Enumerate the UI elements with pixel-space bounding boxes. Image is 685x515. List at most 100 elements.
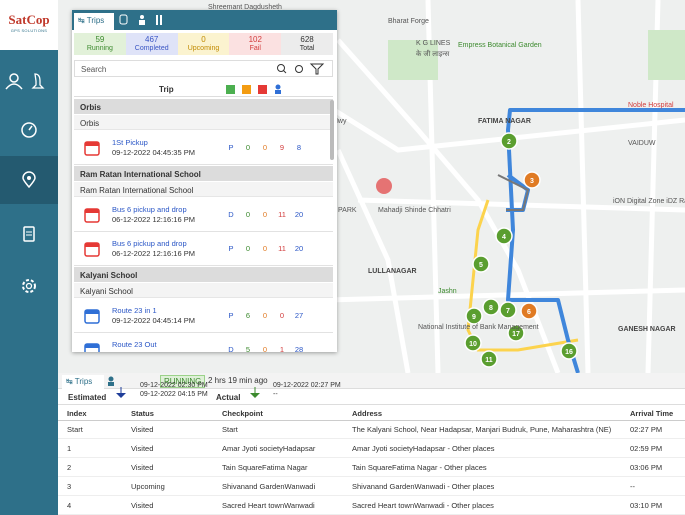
status-badge: RUNNING: [160, 375, 206, 388]
map-label: GANESH NAGAR: [618, 326, 676, 333]
stat-label: Upcoming: [187, 45, 220, 52]
park: [388, 40, 438, 80]
dashboard-icon[interactable]: [0, 106, 58, 154]
table-cell: Visited: [131, 444, 154, 453]
person-tab[interactable]: [106, 376, 116, 386]
stat-value: 628: [300, 35, 314, 44]
trip-row[interactable]: 1St Pickup 09-12-2022 04:45:35 PM P 0 0 9 8: [74, 132, 333, 165]
stat: 628 Total: [281, 33, 333, 55]
map-label: VAIDUW: [628, 140, 656, 147]
map-marker[interactable]: [495, 227, 513, 245]
icon-top: [85, 209, 99, 213]
roads: [316, 0, 685, 373]
tracking-icon[interactable]: [0, 156, 58, 204]
group-subheader: Orbis: [74, 115, 333, 130]
marker-label: 11: [485, 357, 493, 364]
header-rule: [58, 420, 685, 421]
map-label: National Institute of Bank Management: [418, 324, 539, 331]
trip-panel: ↹ Trips 59 Running 467 Completed 0 Upcoming 10…: [72, 10, 337, 352]
trip-time: 09-12-2022 04:45:35 PM: [112, 148, 195, 157]
trip-count: 0: [262, 244, 268, 253]
table-cell: Tain SquareFatima Nagar - Other places: [352, 463, 487, 472]
map-label: के जी लाइन्स: [416, 51, 450, 58]
marker-label: 2: [507, 139, 511, 146]
trip-count: 20: [294, 244, 304, 253]
row-rule: [58, 438, 685, 439]
filter-icons[interactable]: [224, 84, 294, 95]
marker-label: 4: [502, 234, 506, 241]
deviation-path: [497, 174, 530, 211]
stat-value: 0: [201, 35, 206, 44]
marker-label: 16: [565, 349, 573, 356]
stat: 467 Completed: [125, 33, 178, 55]
sidebar: SatCop GPS SOLUTIONS: [0, 0, 58, 515]
table-cell: --: [630, 482, 635, 491]
tab-icons[interactable]: [118, 14, 168, 26]
trips-tab[interactable]: ↹ Trips: [74, 13, 114, 30]
reports-icon[interactable]: [0, 210, 58, 258]
table-header: Address: [352, 409, 383, 418]
map-label: Noble Hospital: [628, 102, 674, 109]
trip-row[interactable]: Bus 6 pickup and drop 06-12-2022 12:16:16…: [74, 199, 333, 232]
estimated-icon: [116, 387, 126, 398]
map-marker[interactable]: [523, 171, 541, 189]
details-tab-label: Trips: [74, 377, 93, 386]
marker-label: 9: [472, 314, 476, 321]
hospital-pin: [376, 178, 392, 194]
details-trips-tab[interactable]: ↹ Trips: [62, 375, 104, 389]
elapsed: 2 hrs 19 min ago: [208, 376, 268, 385]
map-marker[interactable]: [480, 350, 498, 368]
trip-status-icon: [84, 208, 100, 223]
stat-label: Fail: [249, 45, 261, 52]
user-icon[interactable]: [0, 56, 58, 104]
map-marker[interactable]: [465, 307, 483, 325]
search-placeholder: Search: [81, 65, 107, 74]
map-marker[interactable]: [500, 132, 518, 150]
map-marker[interactable]: [499, 301, 517, 319]
scrollbar[interactable]: [330, 100, 334, 160]
trip-count: 8: [296, 143, 302, 152]
table-cell: 1: [67, 444, 72, 453]
trip-count: 11: [278, 210, 286, 219]
trip-name: 1St Pickup: [112, 138, 148, 147]
trip-list: Orbis Orbis 1St Pickup 09-12-2022 04:45:35 …: [72, 99, 337, 352]
table-cell: 02:59 PM: [630, 444, 663, 453]
trip-name: Route 23 Out: [112, 340, 157, 349]
row-rule: [58, 457, 685, 458]
icon-top: [85, 142, 99, 146]
trip-row[interactable]: Route 23 Out09-12-2022 04:45:14 PM D 5 0 1 28: [74, 334, 333, 352]
stat-label: Total: [299, 45, 315, 52]
highway: [466, 199, 579, 352]
map-marker[interactable]: [507, 324, 525, 342]
map-label: LULLANAGAR: [368, 268, 417, 275]
map-marker[interactable]: [472, 255, 490, 273]
trip-row[interactable]: Bus 6 pickup and drop 06-12-2022 12:16:16…: [74, 233, 333, 266]
map-marker[interactable]: [464, 334, 482, 352]
trip-count: 0: [262, 311, 268, 320]
settings-icon[interactable]: [0, 262, 58, 310]
search-tools[interactable]: [275, 63, 331, 75]
logo[interactable]: SatCop GPS SOLUTIONS: [0, 0, 58, 50]
table-cell: Start: [222, 425, 238, 434]
search-box[interactable]: Search: [74, 60, 333, 77]
table-cell: Tain SquareFatima Nagar: [222, 463, 308, 472]
estimated-end: 09-12-2022 04:15 PM: [140, 391, 208, 398]
table-header: Status: [131, 409, 154, 418]
stat: 0 Upcoming: [177, 33, 230, 55]
trip-time: 06-12-2022 12:16:16 PM: [112, 215, 195, 224]
trip-count: 9: [279, 143, 285, 152]
map-marker[interactable]: [482, 298, 500, 316]
map-marker[interactable]: [560, 342, 578, 360]
route-path: [506, 108, 685, 373]
trip-type: P: [228, 244, 234, 253]
table-cell: 2: [67, 463, 72, 472]
marker-label: 17: [512, 331, 520, 338]
trip-row[interactable]: Route 23 in 1 09-12-2022 04:45:14 PM P 6 0 0 2…: [74, 300, 333, 333]
stat-value: 59: [95, 35, 105, 44]
trips-tab-label: Trips: [86, 16, 105, 25]
map-canvas: 2 3 4 5 6 7 8 9 10 11 16 17: [316, 0, 685, 373]
table-cell: Amar Jyoti societyHadapsar: [222, 444, 316, 453]
map-label: Shreemant Dagdusheth: [208, 4, 282, 11]
map-marker[interactable]: [520, 302, 538, 320]
